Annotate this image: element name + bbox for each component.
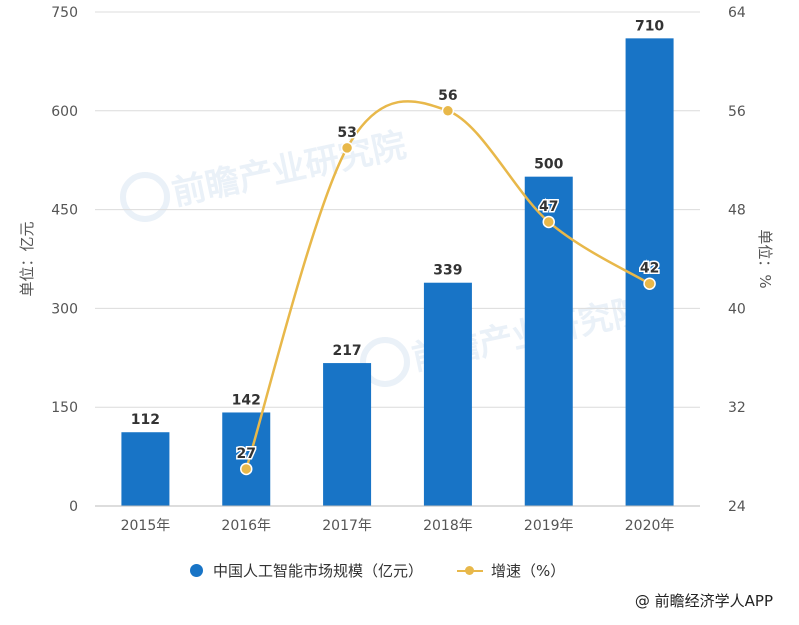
legend-line-label: 增速（%） — [491, 562, 566, 580]
y-right-tick-label: 48 — [728, 203, 746, 219]
watermark-logo-1 — [360, 337, 410, 387]
data-labels: 112 142 217 339 500 710 27 53 56 47 42 — [131, 18, 665, 463]
source-credit: @ 前瞻经济学人APP — [634, 592, 773, 610]
watermark-logo-0 — [120, 172, 170, 222]
growth-point — [441, 104, 455, 118]
growth-line-path — [245, 100, 651, 470]
y-left-tick-label: 750 — [51, 5, 78, 21]
legend: 中国人工智能市场规模（亿元） 增速（%） — [190, 560, 599, 581]
bar — [222, 412, 271, 506]
growth-value-label: 47 — [539, 199, 558, 215]
watermark-text-0: 前瞻产业研究院 — [169, 125, 410, 214]
bar-value-label: 217 — [332, 343, 361, 359]
x-tick-label: 2018年 — [423, 518, 473, 534]
legend-bar-swatch — [190, 564, 203, 577]
y-right-tick-label: 32 — [728, 400, 746, 416]
bar-value-label: 710 — [635, 18, 664, 34]
legend-line-swatch — [457, 564, 484, 577]
bar — [423, 282, 472, 506]
y-right-tick-label: 64 — [728, 5, 746, 21]
bar — [323, 363, 372, 506]
bar-value-label: 339 — [433, 263, 462, 279]
legend-bar-label: 中国人工智能市场规模（亿元） — [213, 562, 424, 580]
y-right-axis-title: 单位：% — [756, 229, 774, 288]
bars — [121, 38, 674, 506]
y-left-tick-label: 0 — [69, 499, 78, 515]
growth-point — [240, 462, 253, 476]
bar — [625, 38, 674, 506]
growth-point — [643, 277, 656, 290]
growth-line — [240, 100, 656, 476]
y-right-tick-label: 56 — [728, 104, 746, 120]
y-left-tick-label: 600 — [51, 104, 78, 120]
growth-value-label: 53 — [337, 125, 356, 141]
growth-value-label: 56 — [438, 88, 457, 104]
growth-value-label: 42 — [640, 261, 659, 277]
bar-value-label: 500 — [534, 157, 563, 173]
y-left-tick-label: 450 — [51, 203, 78, 219]
bar — [524, 176, 573, 506]
grid — [95, 11, 700, 507]
bar-value-label: 142 — [232, 392, 261, 408]
bar — [121, 432, 170, 506]
y-left-tick-label: 150 — [51, 400, 78, 416]
growth-point — [340, 141, 354, 155]
x-tick-label: 2019年 — [524, 518, 574, 534]
growth-point — [542, 215, 555, 229]
growth-value-label: 27 — [237, 446, 256, 462]
x-tick-label: 2020年 — [625, 518, 675, 534]
bar-value-label: 112 — [131, 412, 160, 428]
x-tick-label: 2017年 — [322, 518, 372, 534]
x-tick-label: 2015年 — [121, 518, 171, 534]
y-right-tick-label: 40 — [728, 301, 746, 317]
legend-item-bar[interactable]: 中国人工智能市场规模（亿元） — [190, 560, 423, 581]
y-left-tick-label: 300 — [51, 301, 78, 317]
y-left-axis-title: 单位：亿元 — [18, 221, 36, 296]
y-right-tick-label: 24 — [728, 499, 746, 515]
x-tick-label: 2016年 — [221, 518, 271, 534]
axes: 0 150 300 450 600 750 24 32 40 48 56 64 单位：亿元 单位：% 201… — [18, 5, 774, 534]
legend-item-line[interactable]: 增速（%） — [457, 560, 565, 581]
